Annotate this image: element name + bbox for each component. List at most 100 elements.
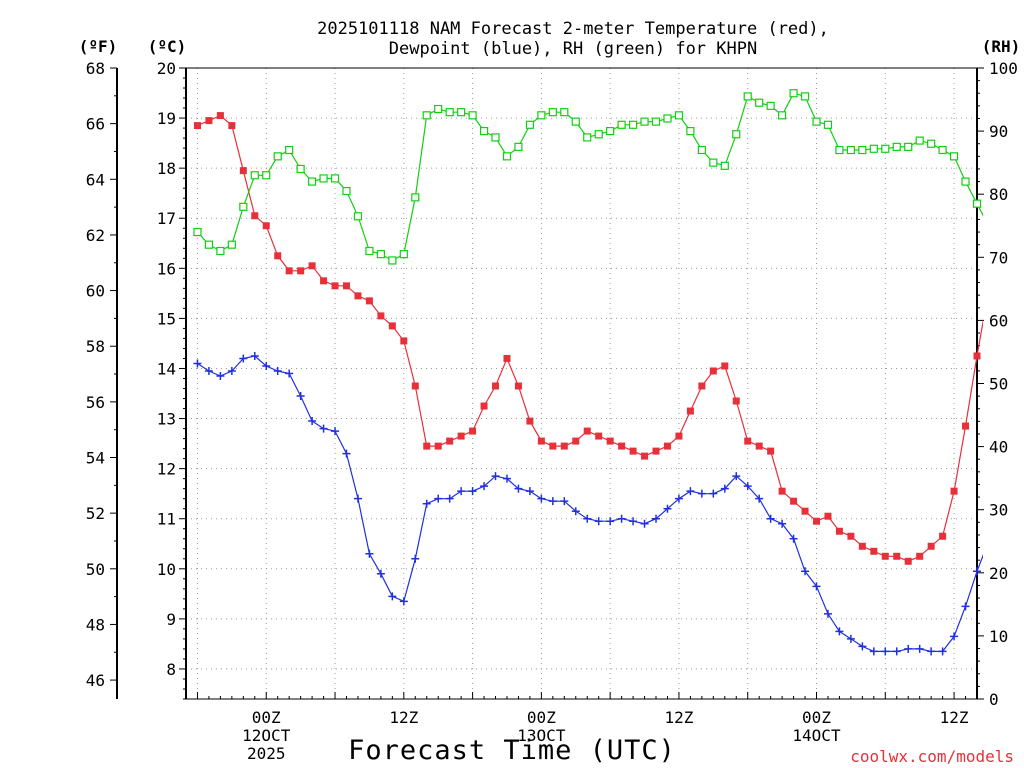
data-point [835, 527, 843, 535]
x-tick-label: 12OCT [242, 726, 291, 745]
series-2-meter-temperature [193, 112, 1024, 565]
celsius-tick-label: 12 [157, 460, 176, 479]
axes: 8 9 10 11 12 13 14 15 16 17 18 19 20 46 48 50 52 54 56 58 60… [86, 59, 1018, 763]
data-point [262, 171, 271, 180]
x-tick-label: 00Z [802, 708, 831, 727]
data-point [812, 582, 821, 591]
data-point [514, 382, 522, 390]
data-point [755, 442, 763, 450]
data-point [193, 227, 202, 237]
data-point [583, 427, 591, 435]
data-point [216, 112, 224, 120]
celsius-tick-label: 10 [157, 560, 176, 579]
data-point [789, 534, 798, 543]
data-point [744, 437, 752, 445]
data-point [342, 449, 351, 458]
data-point [617, 120, 626, 129]
data-point [686, 487, 695, 496]
data-point [594, 130, 603, 139]
series-line [197, 355, 983, 653]
data-point [445, 108, 454, 117]
data-point [824, 512, 832, 520]
data-point [469, 427, 477, 435]
data-point [274, 252, 282, 260]
data-point [434, 494, 443, 503]
data-point [525, 487, 534, 496]
data-point [846, 145, 855, 155]
celsius-tick-label: 8 [166, 660, 176, 679]
data-point [732, 472, 741, 481]
data-point [537, 494, 546, 503]
data-point [709, 489, 718, 498]
fahrenheit-tick-label: 48 [86, 615, 105, 634]
fahrenheit-unit-label: (ºF) [79, 37, 118, 56]
data-point [1019, 490, 1024, 498]
data-point [629, 517, 638, 526]
x-tick-label: 00Z [527, 708, 556, 727]
data-point [973, 352, 981, 360]
fahrenheit-tick-label: 54 [86, 449, 105, 468]
data-point [904, 557, 912, 565]
data-point [1019, 260, 1024, 267]
data-point [950, 632, 959, 641]
data-point [560, 442, 568, 450]
data-point [239, 354, 248, 363]
data-point [709, 158, 718, 167]
celsius-tick-label: 18 [157, 159, 176, 178]
data-point [732, 130, 741, 139]
x-tick-label: 13OCT [517, 726, 566, 745]
data-point [1008, 212, 1015, 219]
data-point [330, 174, 340, 183]
data-point [193, 122, 201, 130]
data-point [858, 145, 867, 155]
fahrenheit-tick-label: 68 [86, 59, 105, 78]
data-point [273, 152, 282, 161]
data-point [938, 647, 947, 656]
data-point [641, 452, 649, 460]
rh-tick-label: 70 [989, 248, 1008, 267]
fahrenheit-tick-label: 46 [86, 671, 105, 690]
fahrenheit-tick-label: 62 [86, 226, 105, 245]
data-point [652, 514, 661, 523]
data-point [778, 519, 787, 528]
data-point [939, 532, 947, 540]
celsius-tick-label: 15 [157, 309, 176, 328]
data-point [342, 186, 351, 196]
data-point [388, 322, 396, 330]
data-point [560, 108, 569, 117]
data-point [502, 474, 511, 483]
data-point [881, 144, 890, 153]
data-point [984, 537, 992, 545]
data-point [847, 532, 855, 540]
chart-title-line1: 2025101118 NAM Forecast 2-meter Temperat… [317, 19, 829, 39]
data-point [743, 482, 752, 491]
data-point [251, 212, 259, 220]
data-point [388, 592, 397, 601]
data-point [353, 494, 362, 503]
rh-tick-label: 90 [989, 122, 1008, 141]
data-point [468, 487, 477, 496]
data-point [205, 117, 213, 125]
data-point [572, 437, 580, 445]
data-point [549, 442, 557, 450]
data-point [1019, 237, 1024, 244]
data-point [755, 494, 764, 503]
data-point [835, 145, 844, 155]
x-tick-label: 14OCT [792, 726, 841, 745]
data-point [950, 487, 958, 495]
data-point [377, 312, 385, 320]
data-point [835, 627, 844, 636]
data-point [548, 108, 557, 117]
credit-link[interactable]: coolwx.com/models [850, 747, 1014, 766]
data-point [285, 145, 294, 155]
data-point [720, 161, 729, 170]
data-point [949, 152, 959, 161]
data-point [961, 602, 970, 611]
data-point [446, 437, 454, 445]
data-point [285, 267, 293, 275]
data-point [250, 351, 259, 360]
data-point [388, 256, 397, 265]
data-point [962, 422, 970, 430]
data-point [973, 567, 981, 576]
data-point [823, 120, 833, 129]
